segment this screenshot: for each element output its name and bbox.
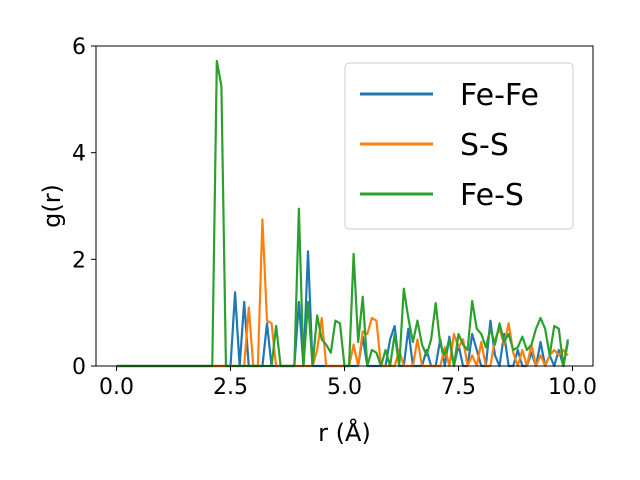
y-tick-label: 6	[72, 35, 86, 60]
legend-label-fe-s: Fe-S	[460, 178, 524, 213]
y-tick-label: 2	[72, 248, 86, 273]
y-tick-label: 4	[72, 142, 86, 167]
x-tick-label: 7.5	[441, 375, 476, 400]
x-axis-ticks: 0.0 2.5 5.0 7.5 10.0	[99, 366, 597, 400]
legend: Fe-Fe S-S Fe-S	[344, 62, 574, 230]
y-axis-title: g(r)	[38, 184, 66, 228]
x-tick-label: 10.0	[548, 375, 597, 400]
legend-label-s-s: S-S	[460, 128, 509, 163]
legend-label-fe-fe: Fe-Fe	[460, 78, 539, 113]
y-tick-label: 0	[72, 355, 86, 380]
x-tick-label: 2.5	[213, 375, 248, 400]
x-tick-label: 0.0	[99, 375, 134, 400]
x-axis-title: r (Å)	[318, 418, 371, 447]
x-tick-label: 5.0	[327, 375, 362, 400]
y-axis-ticks: 0 2 4 6	[72, 35, 96, 380]
legend-box	[344, 62, 574, 230]
